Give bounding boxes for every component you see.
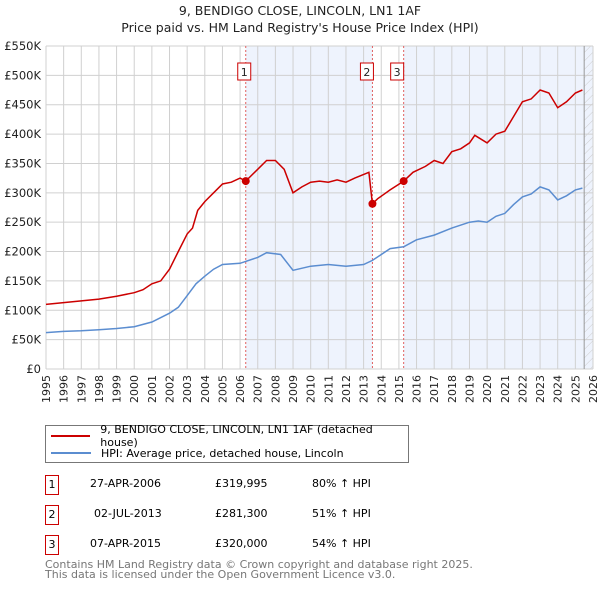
sale-marker-label: 3 xyxy=(394,66,401,79)
y-tick-label: £400K xyxy=(4,127,41,141)
x-tick-label: 2001 xyxy=(146,375,159,403)
x-tick-label: 2010 xyxy=(305,375,318,403)
legend-item-property: 9, BENDIGO CLOSE, LINCOLN, LN1 1AF (deta… xyxy=(46,423,408,449)
legend-item-hpi: HPI: Average price, detached house, Linc… xyxy=(46,445,344,461)
y-tick-label: £250K xyxy=(4,215,41,229)
footer-licence: This data is licensed under the Open Gov… xyxy=(45,568,396,581)
x-tick-label: 2026 xyxy=(587,375,600,403)
x-tick-label: 2005 xyxy=(216,375,229,403)
future-hatch xyxy=(584,46,593,369)
sale-point xyxy=(241,177,250,186)
x-tick-label: 2018 xyxy=(446,375,459,403)
sale-date: 02-JUL-2013 xyxy=(94,507,162,520)
sale-date: 07-APR-2015 xyxy=(90,537,162,550)
sale-marker-label: 2 xyxy=(363,66,370,79)
x-tick-label: 2007 xyxy=(252,375,265,403)
sale-period-shading xyxy=(245,46,373,369)
x-tick-label: 2013 xyxy=(358,375,371,403)
sale-point xyxy=(399,177,408,186)
x-tick-label: 2003 xyxy=(181,375,194,403)
x-tick-label: 1995 xyxy=(40,375,53,403)
x-tick-label: 2004 xyxy=(199,375,212,403)
y-tick-label: £350K xyxy=(4,156,41,170)
sale-price: £281,300 xyxy=(215,507,268,520)
x-tick-label: 2002 xyxy=(164,375,177,403)
x-tick-label: 2012 xyxy=(340,375,353,403)
legend-swatch-blue xyxy=(51,452,91,454)
sale-hpi-change: 51% ↑ HPI xyxy=(312,507,371,520)
x-tick-label: 2016 xyxy=(411,375,424,403)
x-tick-label: 2008 xyxy=(269,375,282,403)
chart-subtitle: Price paid vs. HM Land Registry's House … xyxy=(121,20,479,35)
footer-copyright: Contains HM Land Registry data © Crown c… xyxy=(45,558,473,571)
x-tick-label: 2020 xyxy=(481,375,494,403)
x-tick-label: 2014 xyxy=(375,375,388,403)
y-tick-label: £300K xyxy=(4,186,41,200)
y-tick-label: £200K xyxy=(4,245,41,259)
x-tick-label: 2011 xyxy=(322,375,335,403)
price-chart: 1995 1996 1997 1998 1999 2000 2001 2002 2003 2004… xyxy=(4,39,600,403)
x-tick-label: 1997 xyxy=(75,375,88,403)
y-tick-label: £50K xyxy=(12,333,42,347)
y-tick-label: £450K xyxy=(4,98,41,112)
sale-marker-box xyxy=(390,62,405,81)
x-tick-label: 2000 xyxy=(128,375,141,403)
legend-label: HPI: Average price, detached house, Linc… xyxy=(101,446,344,460)
x-tick-label: 2021 xyxy=(499,375,512,403)
y-tick-label: £100K xyxy=(4,303,41,317)
sale-period-shading xyxy=(403,46,593,369)
x-tick-label: 1999 xyxy=(111,375,124,403)
x-tick-label: 2024 xyxy=(552,375,565,403)
property-price-line xyxy=(45,89,583,306)
legend-swatch-red xyxy=(51,435,91,437)
legend-label: 9, BENDIGO CLOSE, LINCOLN, LN1 1AF (deta… xyxy=(100,423,373,449)
sale-date: 27-APR-2006 xyxy=(90,477,162,490)
sale-point xyxy=(368,199,377,208)
sale-marker-label: 1 xyxy=(241,66,248,79)
x-tick-label: 2019 xyxy=(463,375,476,403)
y-tick-label: £150K xyxy=(4,274,41,288)
legend: 9, BENDIGO CLOSE, LINCOLN, LN1 1AF (deta… xyxy=(45,423,409,463)
y-tick-label: £0 xyxy=(26,362,41,376)
sale-marker-box xyxy=(359,62,374,81)
x-tick-label: 2025 xyxy=(569,375,582,403)
sale-hpi-change: 80% ↑ HPI xyxy=(312,477,371,490)
x-tick-label: 2015 xyxy=(393,375,406,403)
footer: Contains HM Land Registry data © Crown c… xyxy=(45,558,473,581)
sale-marker-badge: 1 xyxy=(45,475,59,495)
sale-marker-badge: 3 xyxy=(45,535,59,555)
x-tick-label: 1998 xyxy=(93,375,106,403)
x-tick-label: 2009 xyxy=(287,375,300,403)
x-tick-label: 2006 xyxy=(234,375,247,403)
sale-marker-box xyxy=(237,62,252,81)
sale-price: £319,995 xyxy=(215,477,268,490)
sale-hpi-change: 54% ↑ HPI xyxy=(312,537,371,550)
x-tick-label: 2023 xyxy=(534,375,547,403)
x-tick-label: 2022 xyxy=(516,375,529,403)
sale-price: £320,000 xyxy=(215,537,268,550)
chart-title: 9, BENDIGO CLOSE, LINCOLN, LN1 1AF xyxy=(178,3,422,18)
hpi-line xyxy=(45,186,583,334)
sale-marker-badge: 2 xyxy=(45,505,59,525)
x-tick-label: 2017 xyxy=(428,375,441,403)
x-tick-label: 1996 xyxy=(58,375,71,403)
y-tick-label: £550K xyxy=(4,39,41,53)
y-tick-label: £500K xyxy=(4,68,41,82)
